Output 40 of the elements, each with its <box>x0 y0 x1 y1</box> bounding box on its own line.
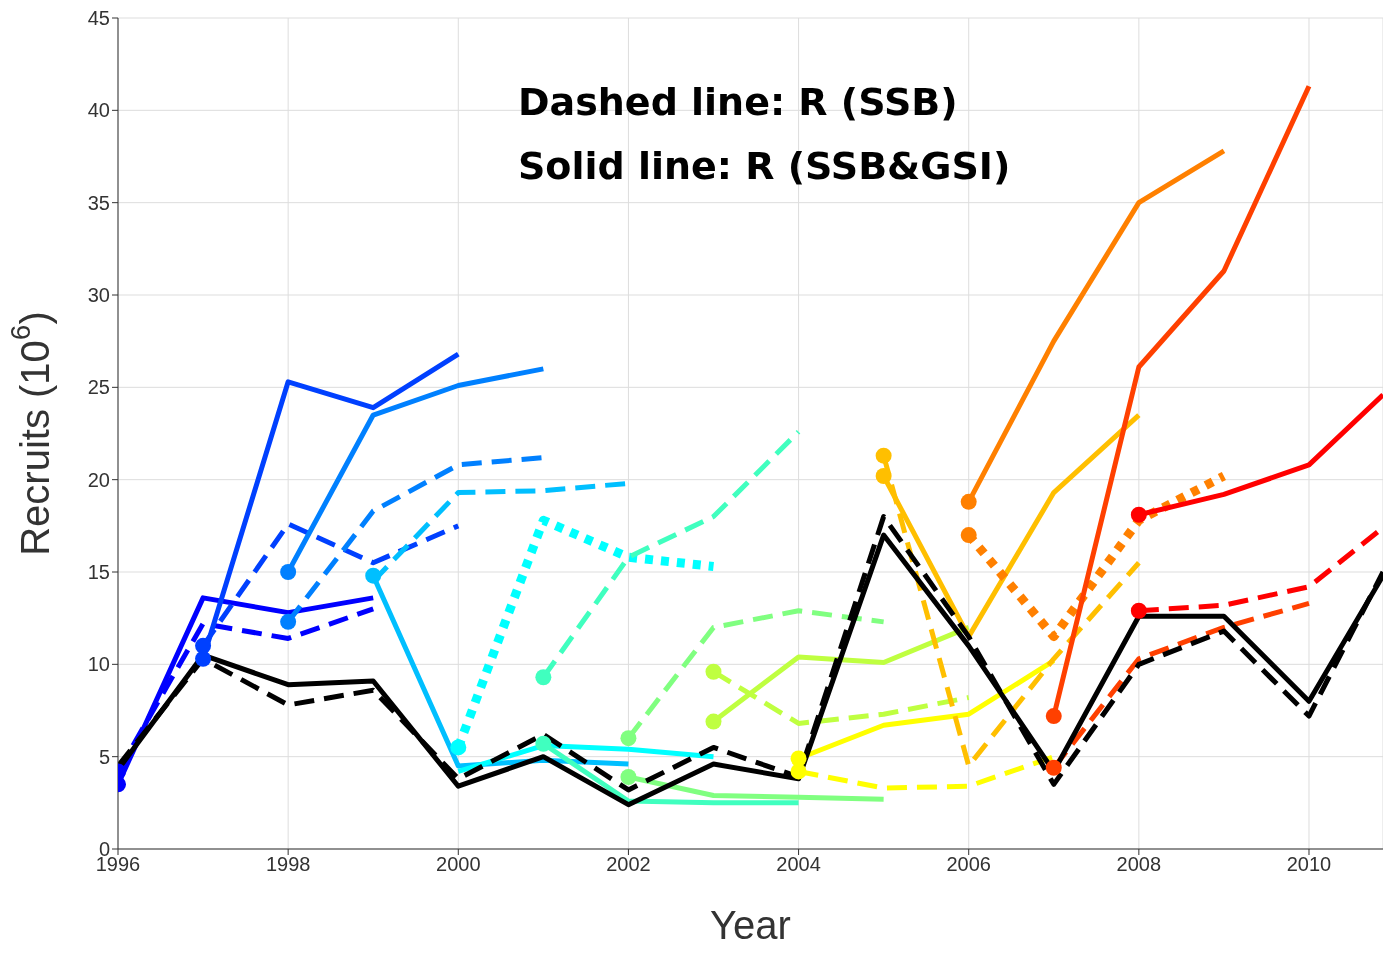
point <box>620 730 637 747</box>
point <box>875 447 892 464</box>
point <box>195 637 212 654</box>
point <box>875 467 892 484</box>
point <box>450 739 467 756</box>
point <box>1045 708 1062 725</box>
point <box>365 567 382 584</box>
y-tick-label: 45 <box>87 7 110 30</box>
point <box>535 735 552 752</box>
y-tick-label: 20 <box>87 468 110 491</box>
point <box>705 663 722 680</box>
x-tick-label: 2008 <box>1116 853 1162 876</box>
point <box>535 669 552 686</box>
point <box>960 527 977 544</box>
point <box>195 650 212 667</box>
x-tick-label: 1998 <box>265 853 311 876</box>
point <box>960 493 977 510</box>
x-axis-title: Year <box>710 903 791 947</box>
y-tick-label: 15 <box>87 561 110 584</box>
annotation: Dashed line: R (SSB) <box>518 79 959 126</box>
point <box>1045 759 1062 776</box>
x-tick-label: 2004 <box>776 853 821 876</box>
point <box>620 768 637 785</box>
point <box>1130 506 1147 523</box>
y-tick-label: 5 <box>98 745 110 768</box>
y-tick-label: 10 <box>87 653 110 676</box>
y-tick-label: 35 <box>87 191 110 214</box>
x-tick-label: 2000 <box>436 853 481 876</box>
y-tick-label: 25 <box>87 376 110 399</box>
annotation: Solid line: R (SSB&GSI) <box>518 143 1011 190</box>
x-tick-label: 2010 <box>1286 853 1332 876</box>
point <box>280 564 297 580</box>
point <box>1130 602 1147 619</box>
y-tick-label: 30 <box>87 284 110 307</box>
point <box>705 713 722 730</box>
x-tick-label: 2006 <box>946 853 991 876</box>
y-tick-label: 40 <box>87 99 110 122</box>
point <box>790 763 807 780</box>
point <box>280 613 297 630</box>
x-tick-label: 2002 <box>606 853 651 876</box>
